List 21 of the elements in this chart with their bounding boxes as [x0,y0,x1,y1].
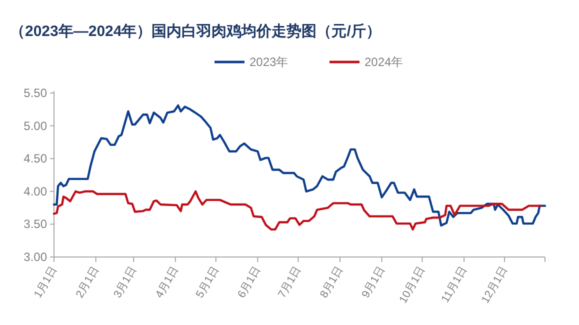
x-tick-label: 8月1日 [318,264,346,300]
x-tick-label: 6月1日 [236,264,264,300]
x-tick-label: 3月1日 [112,264,140,300]
legend-label: 2023年 [250,55,288,69]
x-tick-label: 9月1日 [360,264,388,300]
y-tick-label: 3.00 [24,250,48,264]
y-tick-label: 4.50 [24,152,48,166]
x-tick-label: 5月1日 [194,264,222,300]
y-tick-label: 4.00 [24,184,48,198]
x-tick-label: 1月1日 [32,264,60,300]
legend-label: 2024年 [364,55,404,69]
x-tick-label: 11月1日 [440,264,470,305]
title: （2023年—2024年）国内白羽肉鸡均价走势图（元/斤） [10,23,381,40]
x-tick-label: 7月1日 [276,264,304,300]
x-tick-label: 2月1日 [74,264,102,300]
x-tick-label: 10月1日 [397,264,428,306]
y-tick-label: 5.00 [24,118,48,133]
x-tick-label: 12月1日 [480,264,510,306]
y-tick-label: 5.50 [24,86,48,100]
y-tick-label: 3.50 [24,217,48,232]
x-tick-label: 4月1日 [153,264,181,300]
